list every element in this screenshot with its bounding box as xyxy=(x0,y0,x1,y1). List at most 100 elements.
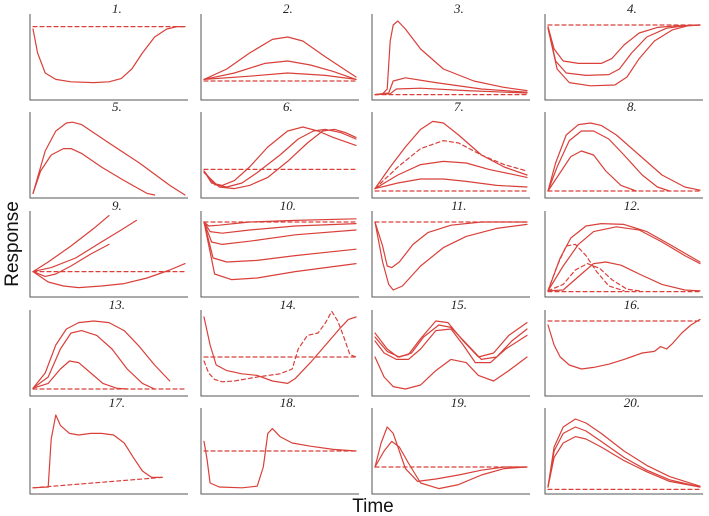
response-curve-2 xyxy=(32,215,110,273)
panel-label: 18. xyxy=(280,395,296,410)
response-curve-3 xyxy=(32,330,156,390)
panel-18: 18. xyxy=(200,395,359,495)
response-curve-5 xyxy=(32,263,186,289)
panel-label: 17. xyxy=(109,395,125,410)
response-curve-2 xyxy=(32,320,171,389)
panel-20: 20. xyxy=(544,395,703,495)
panel-label: 6. xyxy=(283,99,293,114)
response-curve-4 xyxy=(203,128,357,190)
response-curve-4 xyxy=(374,356,528,390)
panel-3: 3. xyxy=(371,1,530,101)
baseline-dashed-3 xyxy=(374,140,528,190)
response-curve-2 xyxy=(547,24,701,65)
panel-label: 11. xyxy=(451,198,466,213)
response-curve-2 xyxy=(547,318,701,370)
panel-axes xyxy=(200,310,359,397)
response-curve-2 xyxy=(32,148,156,196)
response-curve-2 xyxy=(203,428,357,489)
baseline-dashed-3 xyxy=(203,310,357,383)
response-curve-1 xyxy=(32,121,186,196)
response-curve-2 xyxy=(203,316,357,384)
response-curve-3 xyxy=(547,426,701,488)
response-curve-3 xyxy=(203,60,357,81)
response-curve-2 xyxy=(203,218,357,227)
response-curve-3 xyxy=(32,219,137,273)
panel-7: 7. xyxy=(371,99,530,199)
panel-19: 19. xyxy=(371,395,530,495)
panel-axes xyxy=(29,14,188,101)
panel-axes xyxy=(371,112,530,199)
panel-axes xyxy=(200,14,359,101)
response-curve-4 xyxy=(374,87,528,96)
panel-axes xyxy=(544,112,703,199)
panel-axes xyxy=(371,211,530,298)
response-curve-4 xyxy=(547,436,701,488)
panel-13: 13. xyxy=(29,297,188,397)
panel-label: 4. xyxy=(627,1,637,16)
response-curve-3 xyxy=(547,226,701,292)
panel-8: 8. xyxy=(544,99,703,199)
panel-15: 15. xyxy=(371,297,530,397)
panel-4: 4. xyxy=(544,1,703,101)
response-curve-4 xyxy=(32,360,128,390)
panel-label: 1. xyxy=(112,1,122,16)
panel-axes xyxy=(371,310,530,397)
panel-label: 15. xyxy=(451,297,467,312)
panel-axes xyxy=(200,112,359,199)
response-curve-3 xyxy=(547,130,671,192)
response-curve-2 xyxy=(32,486,49,489)
response-curve-2 xyxy=(547,223,701,292)
panel-10: 10. xyxy=(200,198,359,298)
panel-axes xyxy=(544,14,703,101)
response-curve-6 xyxy=(203,221,357,281)
baseline-dashed-6 xyxy=(547,263,640,292)
panel-label: 8. xyxy=(627,99,637,114)
panel-axes xyxy=(29,310,188,397)
panel-label: 14. xyxy=(280,297,296,312)
response-curve-5 xyxy=(203,221,357,263)
panel-label: 12. xyxy=(624,198,640,213)
response-curve-3 xyxy=(374,77,528,96)
panel-axes xyxy=(544,310,703,397)
response-curve-2 xyxy=(32,26,186,84)
response-curve-3 xyxy=(374,440,528,490)
panels-layer: 1. 2. 3. 4. 5. 6. 7. 8. 9. 10. 11. 12. 13. 14. 15. 16. 1… xyxy=(29,1,703,495)
panel-6: 6. xyxy=(200,99,359,199)
response-curve-4 xyxy=(374,160,528,190)
panel-axes xyxy=(29,211,188,298)
response-curve-2 xyxy=(374,20,528,96)
x-axis-title: Time xyxy=(352,496,394,516)
baseline-dashed-5 xyxy=(547,243,625,292)
panel-11: 11. xyxy=(371,198,530,298)
response-curve-3 xyxy=(203,221,357,234)
response-curve-5 xyxy=(374,178,528,190)
panel-axes xyxy=(544,408,703,495)
response-curve-4 xyxy=(203,72,357,81)
panel-axes xyxy=(544,211,703,298)
y-axis-title: Response xyxy=(2,201,23,287)
panel-label: 16. xyxy=(624,297,640,312)
panel-label: 13. xyxy=(109,297,125,312)
response-curve-3 xyxy=(203,128,357,188)
response-curve-4 xyxy=(547,150,637,192)
panel-axes xyxy=(200,211,359,298)
response-curve-2 xyxy=(203,36,357,81)
response-curve-2 xyxy=(374,120,528,190)
panel-axes xyxy=(200,408,359,495)
panel-12: 12. xyxy=(544,198,703,298)
panel-label: 9. xyxy=(112,198,122,213)
panel-axes xyxy=(371,408,530,495)
panel-label: 20. xyxy=(624,395,640,410)
panel-label: 7. xyxy=(454,99,464,114)
response-curve-4 xyxy=(547,24,701,87)
response-curve-2 xyxy=(374,221,528,269)
response-curve-4 xyxy=(547,261,701,292)
panel-16: 16. xyxy=(544,297,703,397)
response-curve-2 xyxy=(547,418,701,488)
response-curve-3 xyxy=(47,414,163,488)
panel-label: 5. xyxy=(112,99,122,114)
panel-label: 19. xyxy=(451,395,467,410)
panel-14: 14. xyxy=(200,297,359,397)
baseline-dashed-1 xyxy=(32,476,163,489)
